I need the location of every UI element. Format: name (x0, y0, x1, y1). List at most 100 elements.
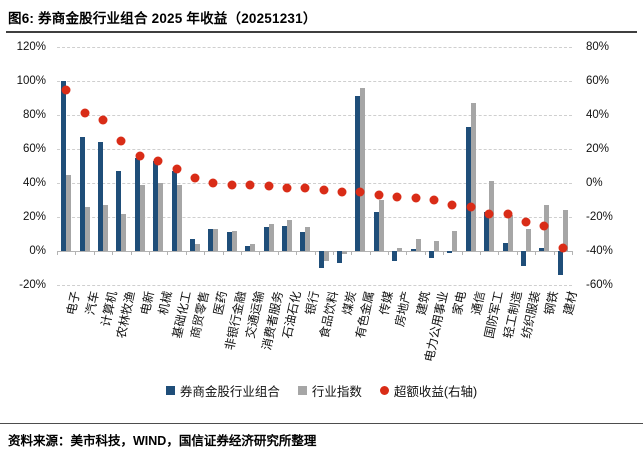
dot-excess-12 (282, 183, 292, 193)
source-note: 资料来源：美市科技，WIND，国信证券经济研究所整理 (8, 434, 317, 448)
bar-index-3 (121, 213, 127, 251)
right-tick-label: -20% (586, 211, 613, 223)
left-tick-label: 0% (29, 245, 46, 257)
x-tickmark (314, 251, 316, 255)
bar-portfolio-14 (318, 251, 324, 268)
bar-portfolio-21 (447, 251, 453, 253)
x-tickmark (424, 251, 426, 255)
bar-index-6 (176, 184, 182, 251)
plot-area (57, 47, 573, 286)
x-tickmark (369, 251, 371, 255)
left-tick-label: 40% (22, 177, 46, 189)
bar-index-24 (507, 215, 513, 251)
bar-portfolio-23 (484, 211, 490, 251)
bar-index-25 (526, 228, 532, 251)
left-tick-label: 60% (22, 143, 46, 155)
dot-excess-6 (172, 164, 182, 174)
bar-portfolio-13 (300, 232, 306, 251)
dot-excess-0 (61, 85, 71, 94)
dot-excess-27 (558, 243, 568, 253)
x-tickmark (296, 251, 298, 255)
bar-index-4 (139, 184, 145, 251)
bar-portfolio-19 (410, 249, 416, 251)
x-tickmark (516, 251, 518, 255)
right-tick-label: 60% (586, 75, 610, 87)
x-tickmark (185, 251, 187, 255)
legend-label-portfolio: 券商金股行业组合 (179, 385, 280, 399)
dot-excess-4 (135, 151, 145, 161)
legend-label-excess: 超额收益(右轴) (393, 385, 478, 399)
left-tick-label: 80% (22, 109, 46, 121)
bar-index-14 (323, 251, 329, 262)
bar-portfolio-24 (502, 242, 508, 251)
x-tickmark (351, 251, 353, 255)
bar-portfolio-1 (79, 137, 85, 251)
left-tick-label: -20% (19, 279, 46, 291)
left-tick-label: 120% (16, 41, 46, 53)
bar-index-9 (231, 230, 237, 251)
dot-excess-26 (539, 221, 549, 230)
gridline (57, 47, 572, 48)
x-tickmark (130, 251, 132, 255)
right-tick-label: 40% (586, 109, 610, 121)
bar-portfolio-20 (429, 251, 435, 258)
bar-portfolio-25 (521, 251, 527, 267)
x-tickmark (332, 251, 334, 255)
legend-item-excess: 超额收益(右轴) (379, 381, 478, 400)
dot-excess-8 (208, 178, 218, 188)
bar-index-0 (66, 174, 72, 251)
left-tick-label: 100% (16, 75, 46, 87)
bar-index-13 (305, 227, 311, 251)
x-tickmark (93, 251, 95, 255)
x-tickmark (535, 251, 537, 255)
index-square-icon (297, 386, 307, 395)
bar-portfolio-11 (263, 227, 269, 251)
dot-excess-11 (264, 181, 274, 191)
dot-excess-7 (190, 173, 200, 183)
legend-item-index: 行业指数 (297, 381, 362, 400)
dot-excess-25 (521, 217, 531, 227)
legend-item-portfolio: 券商金股行业组合 (165, 381, 280, 400)
dot-excess-5 (153, 156, 163, 166)
gridline (57, 149, 572, 150)
right-tick-label: 20% (586, 143, 610, 155)
x-tickmark (461, 251, 463, 255)
bar-index-21 (452, 230, 458, 251)
left-axis: 120% 100% 80% 60% 40% 20% 0% -20% (0, 41, 50, 291)
source-rule (0, 423, 643, 424)
excess-circle-icon (379, 386, 389, 395)
right-tick-label: -40% (586, 245, 613, 257)
bar-portfolio-6 (171, 171, 177, 251)
right-tick-label: -60% (586, 279, 613, 291)
x-tickmark (388, 251, 390, 255)
bar-index-10 (250, 244, 256, 251)
dot-excess-23 (484, 209, 494, 219)
x-tickmark (406, 251, 408, 255)
right-tick-label: 0% (586, 177, 603, 189)
bar-portfolio-18 (392, 251, 398, 262)
dot-excess-3 (116, 136, 126, 145)
bar-portfolio-4 (134, 157, 140, 251)
bar-portfolio-12 (281, 225, 287, 251)
bar-portfolio-16 (355, 96, 361, 251)
x-axis-labels: 电子 汽车 计算机 农林牧渔 电新 机械 基础化工 商贸零售 医药 非银行金融 交通运输 消费者服务石… (57, 288, 579, 380)
bar-portfolio-5 (153, 160, 159, 251)
x-tickmark (75, 251, 77, 255)
bar-index-1 (84, 206, 90, 251)
gridline (57, 81, 572, 82)
bar-portfolio-2 (97, 142, 103, 251)
bar-index-20 (434, 240, 440, 251)
x-tickmark (480, 251, 482, 255)
bar-index-16 (360, 87, 366, 251)
x-tickmark (148, 251, 150, 255)
gridline (57, 115, 572, 116)
dot-excess-10 (245, 180, 255, 190)
bar-index-5 (158, 183, 164, 251)
bar-index-7 (194, 244, 200, 251)
x-tickmark (259, 251, 261, 255)
x-tickmark (443, 251, 445, 255)
x-tickmark (112, 251, 114, 255)
bar-index-2 (102, 205, 108, 251)
gridline (57, 183, 572, 184)
